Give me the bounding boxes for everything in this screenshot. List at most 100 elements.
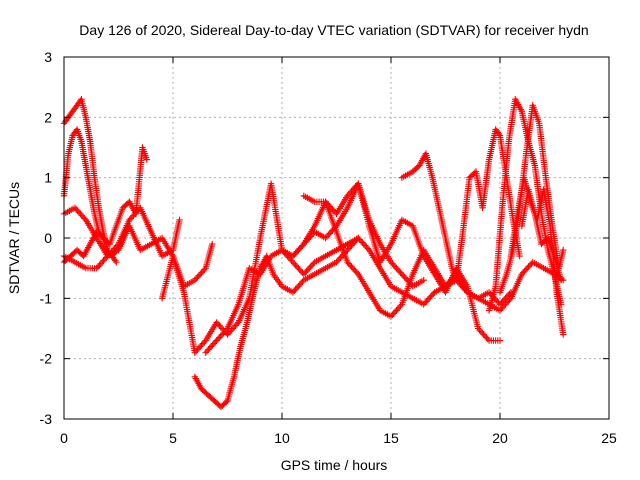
data-point bbox=[498, 305, 505, 313]
data-point bbox=[308, 261, 316, 269]
data-point bbox=[345, 191, 352, 198]
data-point bbox=[336, 255, 343, 263]
data-point bbox=[295, 283, 302, 290]
data-point bbox=[288, 257, 295, 264]
series-7 bbox=[191, 234, 362, 411]
data-point bbox=[295, 264, 302, 272]
data-point bbox=[292, 286, 299, 293]
data-point bbox=[216, 322, 223, 329]
data-point bbox=[297, 243, 305, 251]
data-point bbox=[348, 263, 355, 270]
data-point bbox=[205, 346, 212, 353]
data-point bbox=[483, 334, 490, 341]
data-point bbox=[191, 349, 198, 356]
data-point bbox=[225, 329, 233, 337]
data-point bbox=[77, 210, 84, 218]
data-point bbox=[393, 307, 400, 314]
data-point bbox=[197, 271, 204, 278]
data-point bbox=[216, 334, 223, 341]
data-point bbox=[526, 261, 534, 269]
data-point bbox=[421, 299, 429, 307]
data-point bbox=[291, 260, 298, 267]
data-point bbox=[232, 322, 239, 329]
data-point bbox=[390, 310, 397, 317]
data-point bbox=[282, 251, 290, 258]
data-point bbox=[296, 266, 303, 273]
data-point bbox=[322, 234, 329, 242]
data-point bbox=[476, 326, 483, 334]
data-point bbox=[128, 213, 136, 221]
data-point bbox=[203, 347, 211, 355]
data-point bbox=[359, 239, 366, 246]
data-point bbox=[209, 341, 216, 349]
data-point bbox=[481, 332, 489, 340]
data-point bbox=[97, 260, 104, 267]
data-point bbox=[291, 251, 298, 258]
x-tick-label: 0 bbox=[60, 430, 68, 446]
data-point bbox=[420, 277, 427, 284]
data-point bbox=[346, 243, 354, 251]
data-point bbox=[499, 304, 506, 311]
data-point bbox=[126, 216, 133, 224]
data-point bbox=[289, 289, 297, 296]
data-point bbox=[192, 347, 200, 355]
data-point bbox=[427, 293, 434, 301]
data-point bbox=[477, 328, 485, 335]
axis-ticks: 0 5 10 15 20 25 -3 -2 -1 0 1 2 3 bbox=[40, 49, 617, 446]
data-point bbox=[213, 337, 220, 344]
data-point bbox=[494, 298, 501, 305]
data-point bbox=[519, 269, 527, 276]
y-tick-label: 0 bbox=[44, 230, 52, 246]
data-point bbox=[387, 313, 395, 320]
data-point bbox=[206, 344, 213, 352]
data-point bbox=[93, 264, 100, 272]
data-point bbox=[344, 258, 351, 266]
data-point bbox=[330, 207, 337, 215]
data-point bbox=[307, 263, 314, 270]
data-point bbox=[352, 267, 359, 275]
data-point bbox=[191, 277, 198, 284]
data-point bbox=[326, 203, 333, 210]
data-point bbox=[218, 331, 226, 338]
data-point bbox=[198, 269, 205, 276]
data-point bbox=[518, 271, 525, 278]
data-point bbox=[201, 338, 208, 346]
data-point bbox=[516, 252, 523, 260]
series-6 bbox=[158, 180, 427, 356]
data-point bbox=[499, 298, 506, 305]
data-point bbox=[327, 228, 335, 236]
data-point bbox=[325, 201, 332, 209]
data-point bbox=[322, 198, 329, 205]
data-point bbox=[127, 215, 134, 222]
data-point bbox=[131, 210, 139, 218]
data-point bbox=[214, 335, 222, 343]
data-point bbox=[280, 248, 287, 255]
data-point bbox=[303, 267, 310, 275]
data-point bbox=[393, 264, 400, 272]
data-point bbox=[363, 243, 370, 251]
data-point bbox=[293, 248, 301, 255]
data-point bbox=[560, 331, 567, 338]
data-point bbox=[484, 335, 491, 343]
y-tick-label: -3 bbox=[40, 411, 53, 427]
data-point bbox=[221, 328, 228, 335]
data-point bbox=[424, 296, 431, 304]
y-tick-label: -1 bbox=[40, 290, 53, 306]
data-point bbox=[351, 266, 358, 273]
data-point bbox=[496, 307, 504, 314]
x-tick-label: 10 bbox=[274, 430, 290, 446]
data-point bbox=[495, 130, 503, 138]
data-point bbox=[345, 260, 352, 267]
y-axis-label: SDTVAR / TECUs bbox=[6, 182, 22, 294]
data-point bbox=[397, 269, 404, 276]
y-tick-label: 2 bbox=[44, 109, 52, 125]
data-point bbox=[502, 295, 509, 302]
data-point bbox=[506, 290, 513, 298]
data-point bbox=[346, 261, 354, 269]
data-point bbox=[334, 257, 342, 264]
data-point bbox=[395, 267, 403, 275]
data-point bbox=[560, 246, 567, 254]
data-point bbox=[327, 204, 335, 212]
data-point bbox=[557, 277, 565, 284]
data-point bbox=[394, 266, 402, 273]
